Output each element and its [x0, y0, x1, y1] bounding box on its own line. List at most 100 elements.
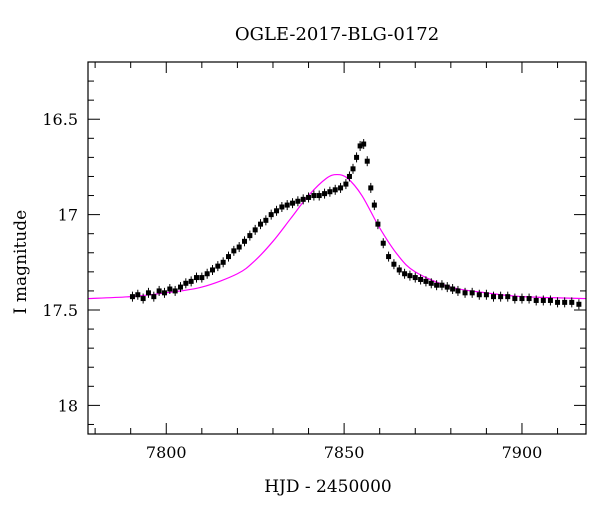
point-marker [306, 194, 312, 200]
data-point [204, 268, 210, 279]
point-marker [346, 173, 352, 179]
point-marker [540, 297, 546, 303]
data-point [455, 285, 461, 296]
point-marker [242, 238, 248, 244]
model-curve [87, 173, 587, 300]
point-marker [361, 141, 367, 147]
data-point [193, 272, 199, 283]
data-point [512, 293, 518, 304]
data-point [444, 282, 450, 293]
data-point [576, 299, 582, 310]
data-point [145, 287, 151, 298]
data-point [364, 156, 370, 167]
point-marker [322, 191, 328, 197]
point-marker [252, 227, 258, 233]
point-marker [284, 202, 290, 208]
data-point [295, 196, 301, 207]
data-point [428, 278, 434, 289]
point-marker [547, 297, 553, 303]
point-marker [407, 273, 413, 279]
point-marker [357, 143, 363, 149]
data-point [505, 291, 511, 302]
point-marker [226, 254, 232, 260]
point-marker [156, 288, 162, 294]
axis-ticks [88, 61, 586, 434]
data-point [519, 293, 525, 304]
point-marker [455, 288, 461, 294]
data-point [350, 163, 356, 174]
point-marker [177, 284, 183, 290]
point-marker [183, 280, 189, 286]
point-marker [172, 288, 178, 294]
data-point [491, 291, 497, 302]
data-point [402, 268, 408, 279]
point-marker [231, 248, 237, 254]
point-marker [519, 296, 525, 302]
data-point [391, 259, 397, 270]
data-point [290, 198, 296, 209]
point-marker [135, 292, 141, 298]
point-marker [505, 294, 511, 300]
data-point [450, 284, 456, 295]
point-marker [444, 284, 450, 290]
point-marker [151, 294, 157, 300]
data-point [476, 289, 482, 300]
data-point [375, 219, 381, 230]
point-marker [263, 217, 269, 223]
data-point [226, 251, 232, 262]
data-point [167, 284, 173, 295]
data-point [263, 215, 269, 226]
point-marker [483, 292, 489, 298]
data-point [284, 200, 290, 211]
chart-title: OGLE-2017-BLG-0172 [235, 24, 439, 45]
data-point [434, 280, 440, 291]
data-point [418, 274, 424, 285]
point-marker [300, 196, 306, 202]
point-marker [236, 244, 242, 250]
point-marker [462, 290, 468, 296]
data-point [151, 291, 157, 302]
point-marker [423, 278, 429, 284]
point-marker [295, 198, 301, 204]
point-marker [145, 290, 151, 296]
data-point [412, 272, 418, 283]
data-point [322, 188, 328, 199]
point-marker [327, 189, 333, 195]
point-marker [526, 296, 532, 302]
point-marker [316, 193, 322, 199]
data-point [258, 219, 264, 230]
point-marker [129, 294, 135, 300]
data-points-layer [129, 139, 582, 310]
point-marker [434, 282, 440, 288]
data-point [306, 192, 312, 203]
data-point [172, 285, 178, 296]
data-point [242, 236, 248, 247]
data-point [210, 264, 215, 275]
point-marker [418, 276, 424, 282]
x-tick-label: 7850 [324, 443, 365, 462]
data-point [439, 280, 445, 291]
data-point [140, 293, 146, 304]
point-marker [188, 278, 194, 284]
point-marker [450, 286, 456, 292]
point-marker [193, 275, 199, 281]
data-point [156, 285, 162, 296]
point-marker [512, 296, 518, 302]
point-marker [220, 259, 226, 265]
data-point [371, 200, 377, 211]
point-marker [555, 299, 561, 305]
data-point [188, 276, 194, 287]
point-marker [350, 166, 356, 172]
point-marker [375, 221, 381, 227]
data-point [332, 184, 338, 195]
point-marker [412, 275, 418, 281]
x-tick-label: 7900 [502, 443, 543, 462]
data-point [469, 287, 475, 298]
data-point [300, 194, 306, 205]
data-point [483, 289, 489, 300]
point-marker [562, 299, 568, 305]
data-point [562, 297, 568, 308]
x-axis-label: HJD - 2450000 [264, 477, 392, 497]
data-point [569, 297, 575, 308]
